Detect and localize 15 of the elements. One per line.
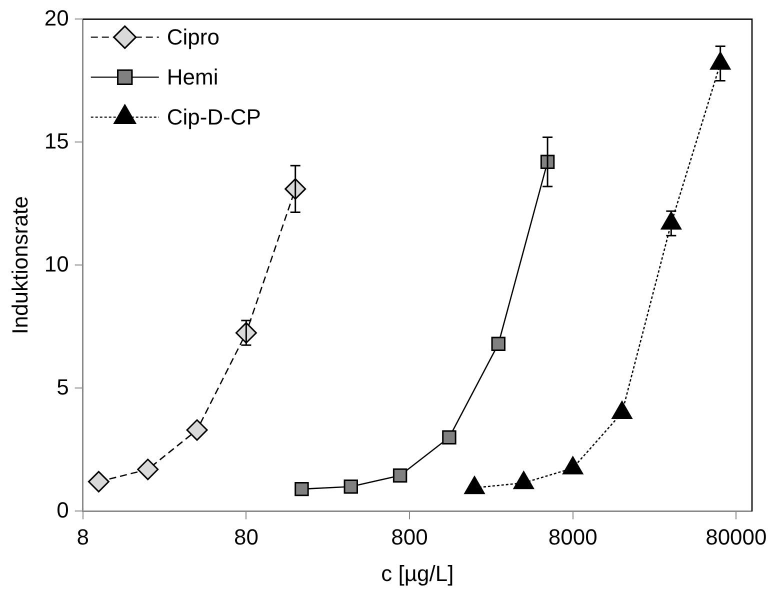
- x-tick-label: 8: [76, 524, 89, 550]
- legend-label: Hemi: [166, 64, 218, 90]
- x-axis-title: c [µg/L]: [381, 560, 454, 586]
- legend-label: Cipro: [166, 24, 220, 50]
- x-tick-label: 800: [391, 524, 428, 550]
- y-axis-title: Induktionsrate: [7, 196, 32, 334]
- x-tick-label: 80: [234, 524, 258, 550]
- y-tick-label: 0: [56, 497, 69, 522]
- y-tick-label: 5: [56, 374, 69, 400]
- y-tick-label: 20: [44, 5, 69, 30]
- x-tick-label: 8000: [548, 524, 598, 550]
- y-tick-label: 15: [44, 128, 69, 154]
- x-tick-label: 80000: [706, 524, 767, 550]
- legend-label: Cip-D-CP: [166, 104, 261, 130]
- y-tick-label: 10: [44, 251, 69, 276]
